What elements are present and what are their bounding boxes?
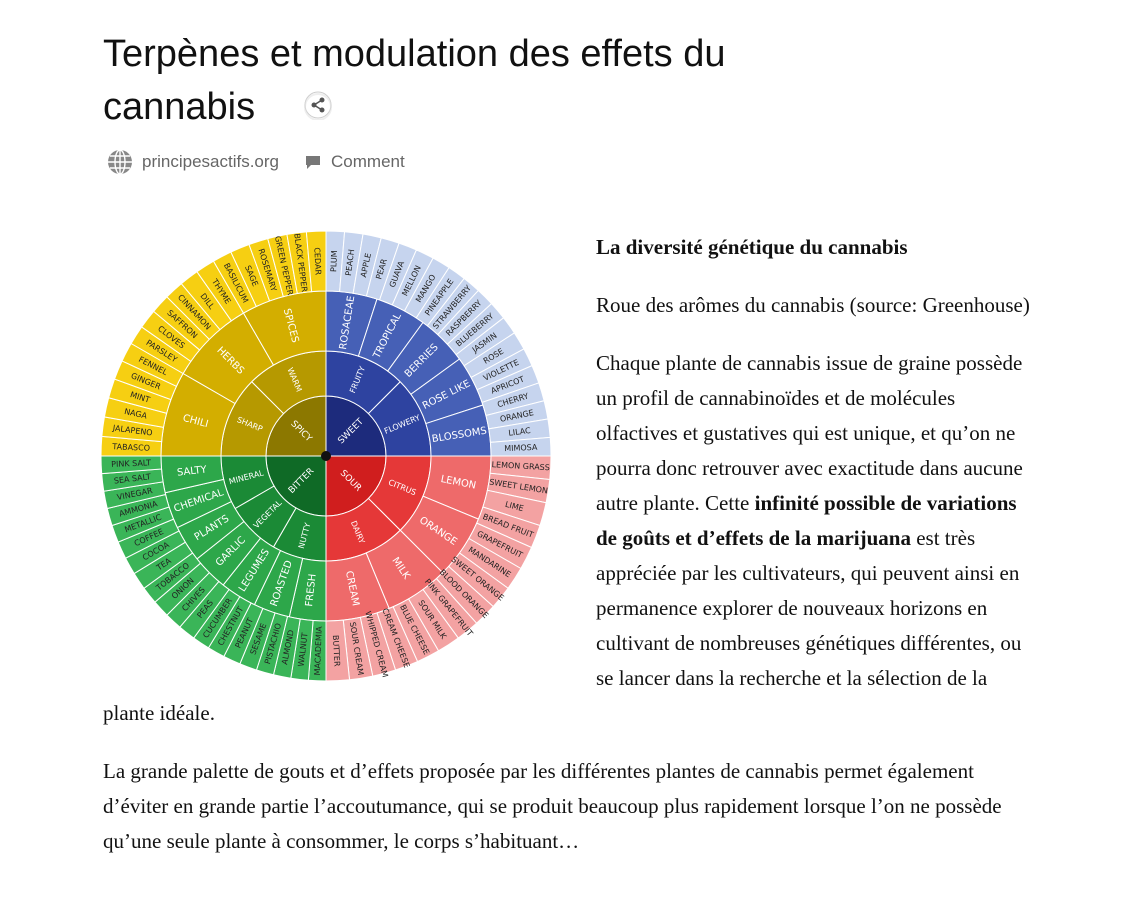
wheel-label: LILAC <box>508 426 532 438</box>
wheel-label: PEACH <box>344 249 356 277</box>
wheel-label: SALTY <box>176 464 208 478</box>
wheel-label: PLUM <box>329 250 339 272</box>
site-link[interactable]: principesactifs.org <box>142 152 280 171</box>
wheel-label: SEA SALT <box>113 472 151 485</box>
wheel-label: BUTTER <box>331 635 342 667</box>
heading-text: La diversité génétique du cannabis <box>596 235 908 259</box>
bold-text: infinité possible de variations de goûts… <box>596 491 1017 550</box>
title: Terpènes et modulation des effets du can… <box>103 28 823 135</box>
heading: La diversité génétique du cannabis <box>103 230 1038 265</box>
wheel-label: FRESH <box>304 573 319 607</box>
wheel-label: MIMOSA <box>504 443 538 453</box>
text: est très appréciée par les cultivateurs,… <box>103 526 1022 725</box>
wheel-label: TABASCO <box>111 442 150 453</box>
wheel-label: CEDAR <box>312 247 322 275</box>
meta: principesactifs.org Comment <box>106 148 429 176</box>
article: SWEET FRUITY FLOWERY ROSACEAE TROPICAL BERRIE… <box>100 230 1038 882</box>
wheel-figure: SWEET FRUITY FLOWERY ROSACEAE TROPICAL BERRIE… <box>100 230 596 682</box>
comment-link[interactable]: Comment <box>331 152 405 171</box>
wheel-center <box>321 451 331 461</box>
share-button[interactable] <box>303 82 333 135</box>
wheel-segment <box>305 230 327 293</box>
wheel-label: LEMON GRASS <box>491 460 550 472</box>
share-icon[interactable] <box>303 90 333 122</box>
comment-icon <box>306 156 321 169</box>
globe-icon <box>108 149 132 175</box>
paragraph: La grande palette de gouts et d’effets p… <box>103 759 1002 853</box>
caption: Roue des arômes du cannabis (source: Gre… <box>596 293 1030 317</box>
title-text: Terpènes et modulation des effets du can… <box>103 33 726 128</box>
wheel-label: PINK SALT <box>111 458 151 469</box>
wheel-label: WALNUT <box>297 632 310 667</box>
text: Chaque plante de cannabis issue de grain… <box>596 351 1023 515</box>
paragraph: Chaque plante de cannabis issue de grain… <box>103 346 1038 731</box>
wheel-label: MACADEMIA <box>313 626 324 676</box>
